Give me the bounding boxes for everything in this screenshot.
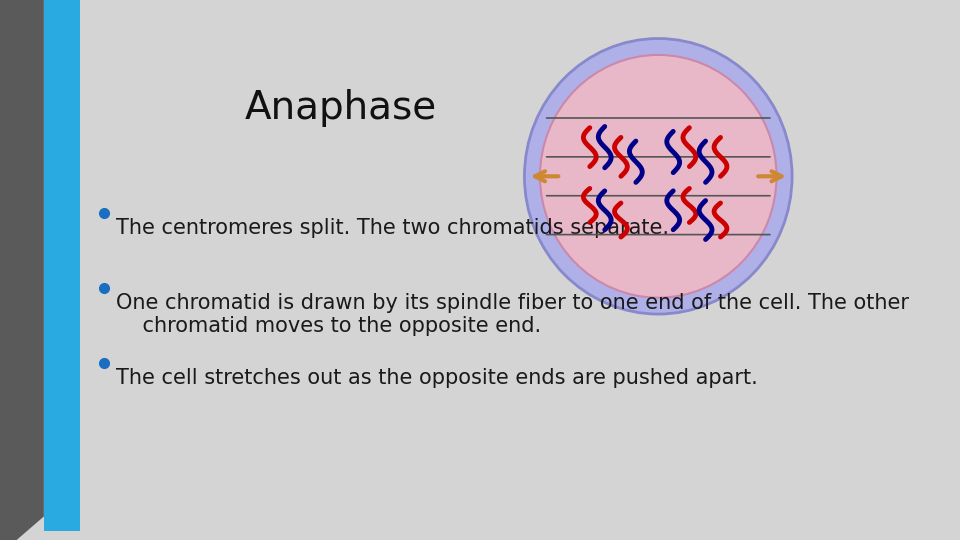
Polygon shape — [44, 0, 80, 531]
Ellipse shape — [524, 38, 792, 314]
Text: The centromeres split. The two chromatids separate.: The centromeres split. The two chromatid… — [116, 218, 669, 238]
Text: The cell stretches out as the opposite ends are pushed apart.: The cell stretches out as the opposite e… — [116, 368, 757, 388]
Polygon shape — [0, 0, 44, 540]
Text: One chromatid is drawn by its spindle fiber to one end of the cell. The other
  : One chromatid is drawn by its spindle fi… — [116, 293, 909, 336]
Text: Anaphase: Anaphase — [245, 89, 437, 127]
Ellipse shape — [540, 55, 777, 298]
